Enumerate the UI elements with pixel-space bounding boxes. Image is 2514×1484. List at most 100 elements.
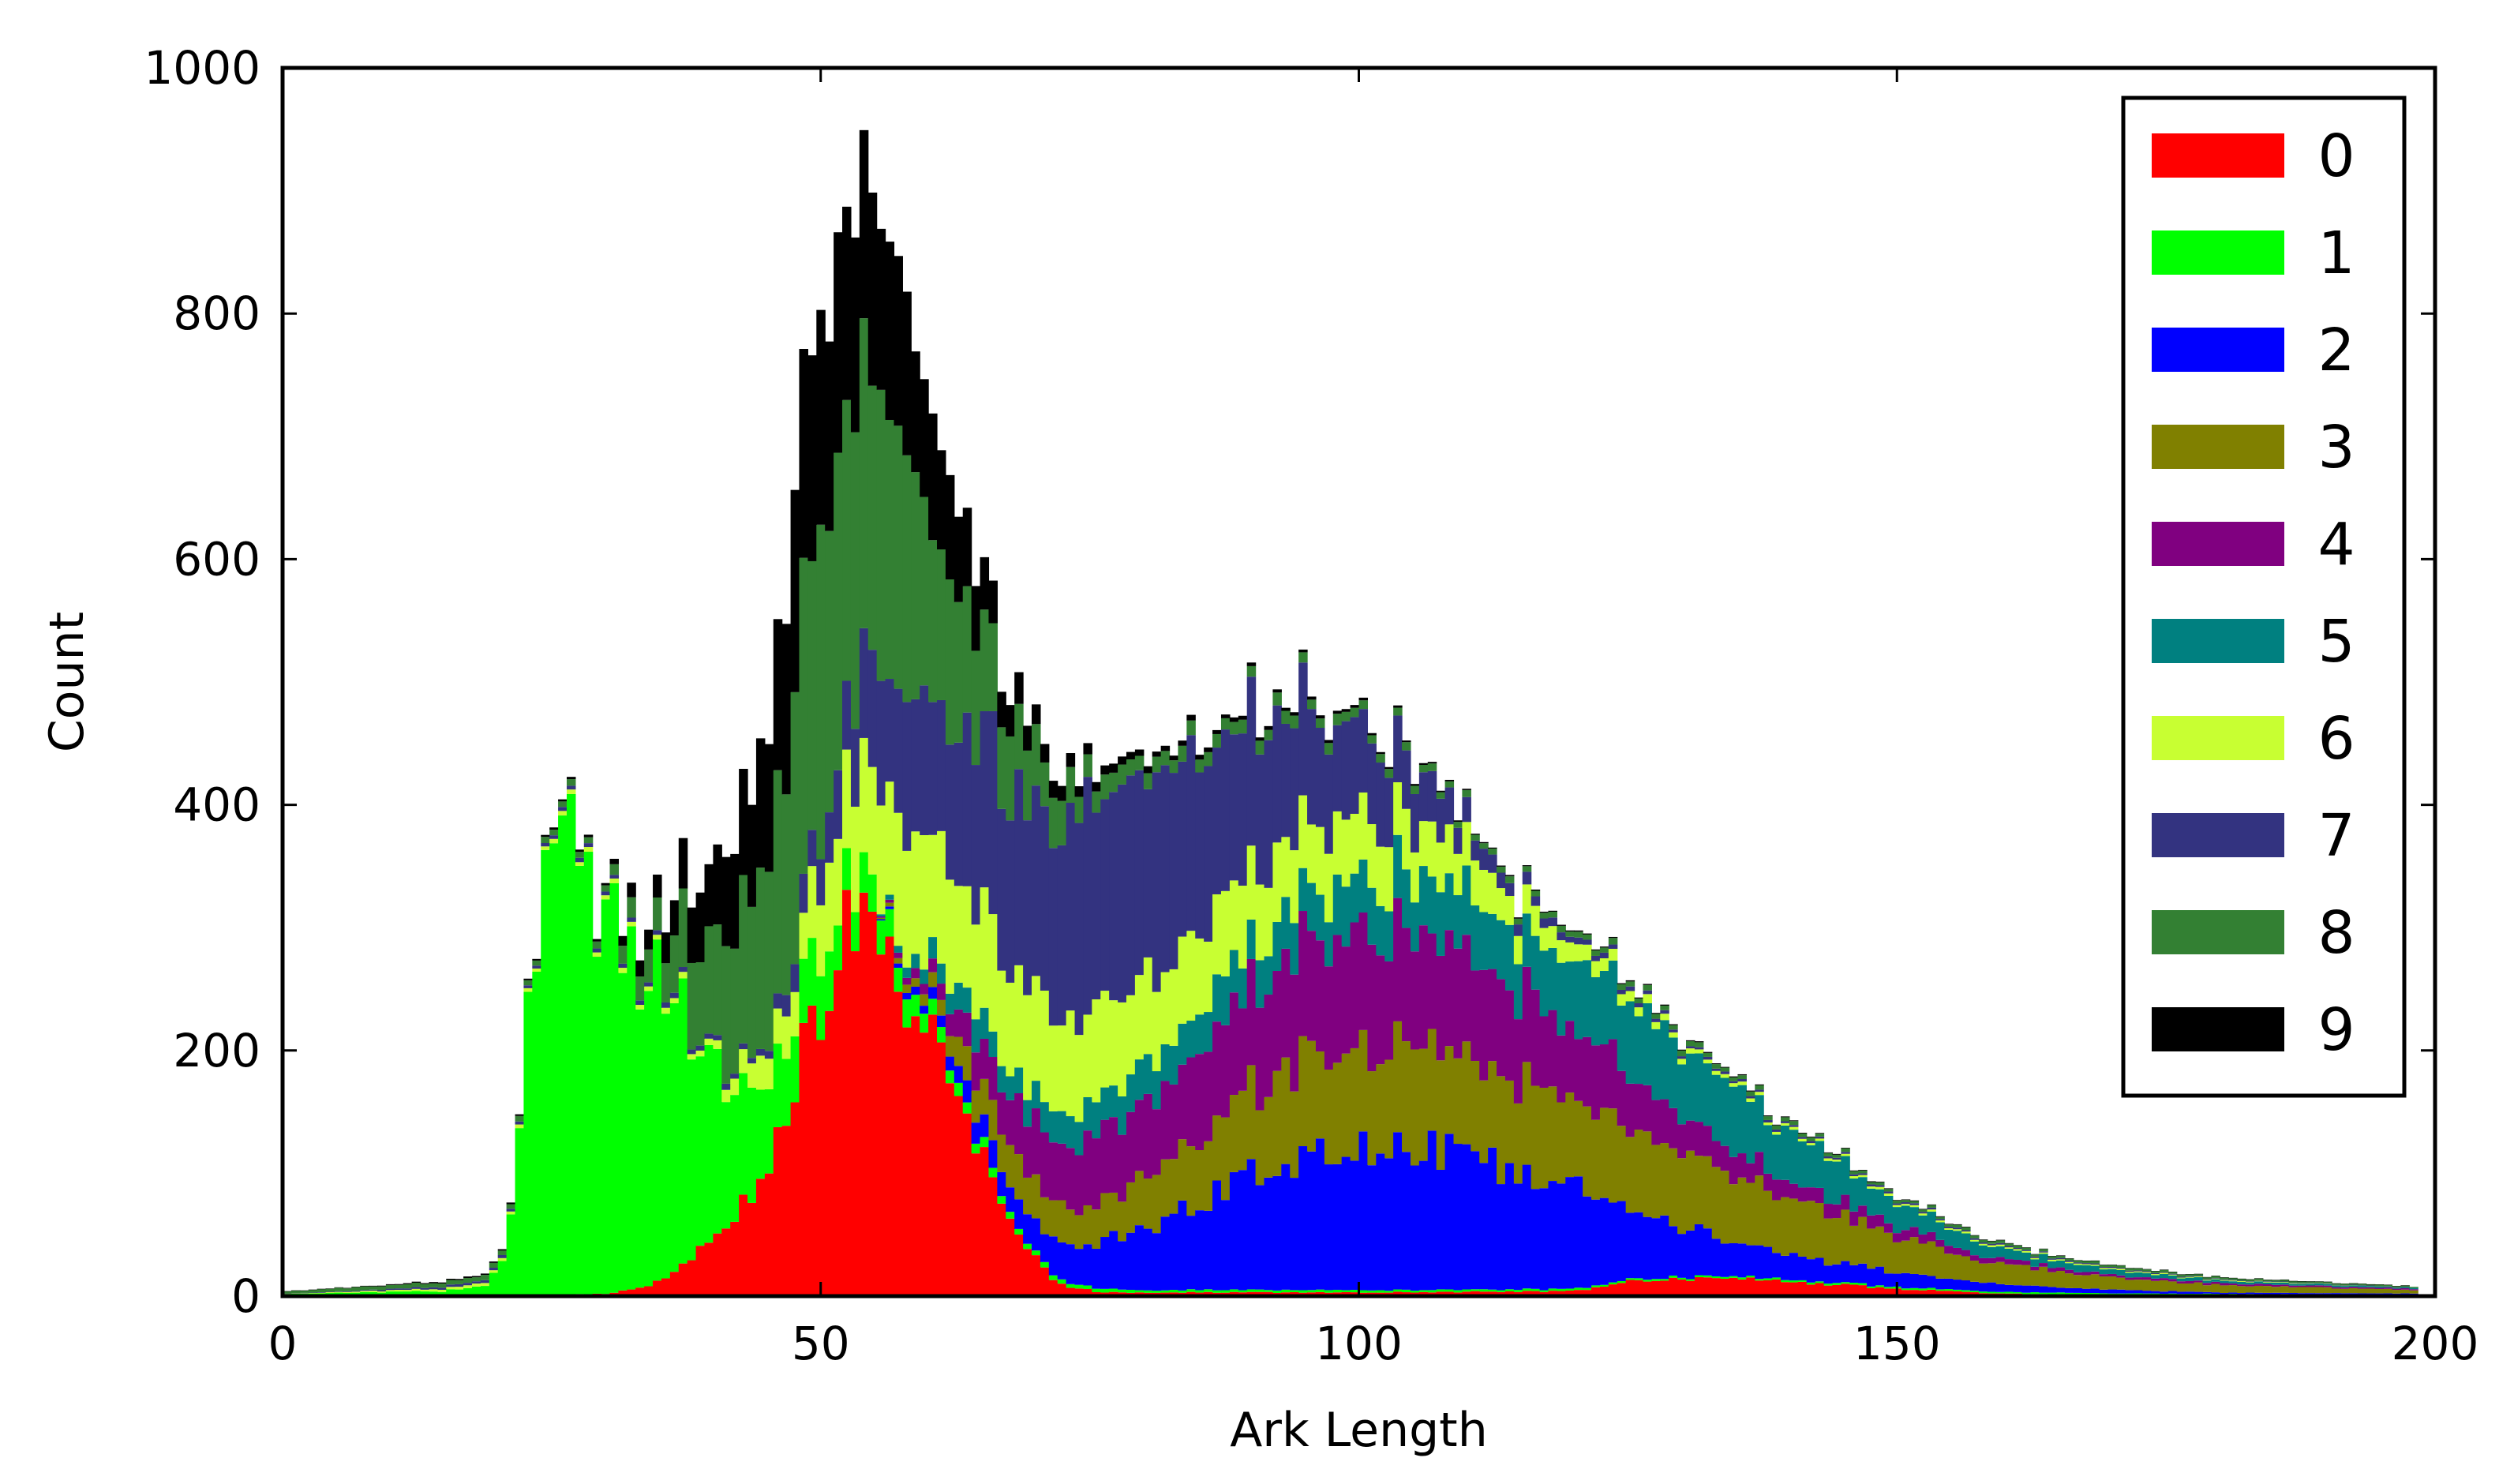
histogram-bar-series-9 — [988, 580, 998, 624]
histogram-bar-series-9 — [971, 586, 981, 651]
histogram-bar-series-0 — [1737, 1279, 1747, 1296]
histogram-bar-series-5 — [1815, 1141, 1825, 1188]
histogram-bar-series-2 — [1875, 1266, 1885, 1286]
histogram-bar-series-4 — [1531, 989, 1541, 1086]
histogram-bar-series-6 — [1729, 1083, 1739, 1087]
histogram-bar-series-9 — [343, 1287, 352, 1289]
histogram-bar-series-0 — [790, 1102, 800, 1296]
histogram-bar-series-1 — [1143, 1290, 1153, 1293]
histogram-bar-series-6 — [549, 838, 559, 844]
histogram-bar-series-2 — [2254, 1292, 2264, 1295]
histogram-bar-series-8 — [1711, 1064, 1722, 1069]
histogram-bar-series-7 — [1350, 717, 1360, 814]
histogram-bar-series-6 — [962, 886, 972, 988]
histogram-bar-series-7 — [1746, 1096, 1755, 1099]
histogram-bar-series-3 — [1780, 1197, 1790, 1256]
histogram-bar-series-9 — [1711, 1063, 1722, 1065]
histogram-bar-series-7 — [1901, 1202, 1911, 1205]
histogram-bar-series-6 — [885, 781, 895, 895]
histogram-bar-series-8 — [1651, 1014, 1661, 1019]
histogram-bar-series-1 — [2030, 1292, 2040, 1295]
histogram-bar-series-1 — [867, 874, 878, 912]
histogram-bar-series-5 — [2280, 1282, 2290, 1285]
histogram-bar-series-7 — [730, 1074, 740, 1079]
histogram-bar-series-5 — [1092, 1102, 1101, 1139]
histogram-bar-series-3 — [1410, 1049, 1420, 1166]
histogram-bar-series-2 — [1969, 1281, 1980, 1291]
histogram-bar-series-7 — [411, 1287, 421, 1289]
histogram-bar-series-8 — [1780, 1117, 1790, 1122]
histogram-bar-series-4 — [1763, 1173, 1773, 1191]
histogram-bar-series-0 — [1935, 1291, 1945, 1296]
histogram-bar-series-8 — [687, 962, 697, 1050]
histogram-bar-series-8 — [523, 980, 533, 986]
histogram-bar-series-8 — [1160, 751, 1171, 766]
histogram-bar-series-0 — [1583, 1290, 1592, 1296]
histogram-bar-series-4 — [1479, 969, 1489, 1081]
histogram-bar-series-5 — [1669, 1037, 1678, 1108]
histogram-bar-series-8 — [1220, 718, 1231, 730]
histogram-bar-series-8 — [1427, 763, 1437, 771]
histogram-bar-series-7 — [2348, 1284, 2359, 1286]
histogram-bar-series-2 — [1944, 1278, 1954, 1290]
histogram-bar-series-8 — [2202, 1277, 2212, 1280]
histogram-bar-series-6 — [1281, 837, 1291, 898]
histogram-bar-series-7 — [1944, 1226, 1954, 1228]
histogram-bar-series-1 — [420, 1291, 430, 1296]
histogram-bar-series-2 — [1023, 1214, 1032, 1244]
histogram-bar-series-9 — [885, 242, 895, 420]
histogram-bar-series-8 — [1643, 984, 1652, 991]
histogram-bar-series-5 — [1531, 935, 1541, 990]
histogram-bar-series-2 — [1935, 1278, 1945, 1290]
histogram-bar-series-6 — [1686, 1048, 1695, 1054]
histogram-bar-series-3 — [1418, 1048, 1429, 1161]
histogram-bar-series-7 — [480, 1280, 490, 1284]
histogram-bar-series-0 — [730, 1221, 740, 1296]
histogram-bar-series-9 — [2366, 1284, 2376, 1285]
histogram-bar-series-8 — [1849, 1171, 1859, 1175]
histogram-bar-series-7 — [1032, 785, 1041, 976]
histogram-bar-series-7 — [1849, 1174, 1859, 1176]
histogram-bar-series-9 — [807, 355, 817, 561]
histogram-bar-series-2 — [1669, 1226, 1678, 1276]
histogram-bar-series-5 — [2366, 1285, 2376, 1287]
histogram-bar-series-8 — [1298, 652, 1308, 663]
histogram-bar-series-0 — [1032, 1255, 1041, 1296]
histogram-bar-series-3 — [2116, 1277, 2126, 1290]
histogram-bar-series-3 — [2332, 1288, 2341, 1294]
histogram-bar-series-3 — [1074, 1215, 1085, 1250]
histogram-bar-series-3 — [1557, 1102, 1566, 1184]
histogram-bar-series-8 — [558, 801, 568, 808]
histogram-bar-series-4 — [1212, 1021, 1222, 1116]
histogram-bar-series-9 — [2030, 1254, 2040, 1255]
histogram-bar-series-3 — [1229, 1095, 1239, 1172]
histogram-bar-series-1 — [704, 1044, 714, 1243]
histogram-bar-series-6 — [850, 806, 860, 913]
legend-label-8: 8 — [2317, 899, 2355, 967]
histogram-bar-series-6 — [532, 969, 541, 972]
histogram-bar-series-0 — [1057, 1284, 1067, 1296]
histogram-bar-series-8 — [1169, 760, 1179, 774]
histogram-bar-series-4 — [1867, 1215, 1876, 1229]
histogram-bar-series-6 — [687, 1054, 697, 1060]
histogram-bar-series-8 — [937, 549, 946, 700]
histogram-bar-series-8 — [1152, 756, 1162, 773]
histogram-bar-series-8 — [377, 1286, 387, 1291]
histogram-bar-series-1 — [1341, 1290, 1351, 1292]
histogram-bar-series-3 — [1677, 1158, 1687, 1235]
histogram-bar-series-4 — [1324, 966, 1334, 1070]
histogram-bar-series-4 — [1944, 1246, 1954, 1254]
histogram-bar-series-4 — [2125, 1277, 2134, 1280]
histogram-bar-series-7 — [1504, 883, 1515, 897]
histogram-bar-series-5 — [1126, 1074, 1136, 1112]
histogram-bar-series-6 — [799, 913, 808, 959]
histogram-bar-series-8 — [1066, 766, 1076, 804]
histogram-bar-series-6 — [1126, 995, 1136, 1075]
histogram-bar-series-1 — [1513, 1290, 1523, 1292]
histogram-bar-series-9 — [842, 206, 852, 400]
histogram-bar-series-9 — [2021, 1247, 2031, 1248]
histogram-bar-series-3 — [1341, 1053, 1351, 1157]
histogram-bar-series-4 — [1083, 1130, 1092, 1205]
histogram-bar-series-4 — [2323, 1285, 2332, 1287]
histogram-bar-series-7 — [618, 963, 628, 969]
